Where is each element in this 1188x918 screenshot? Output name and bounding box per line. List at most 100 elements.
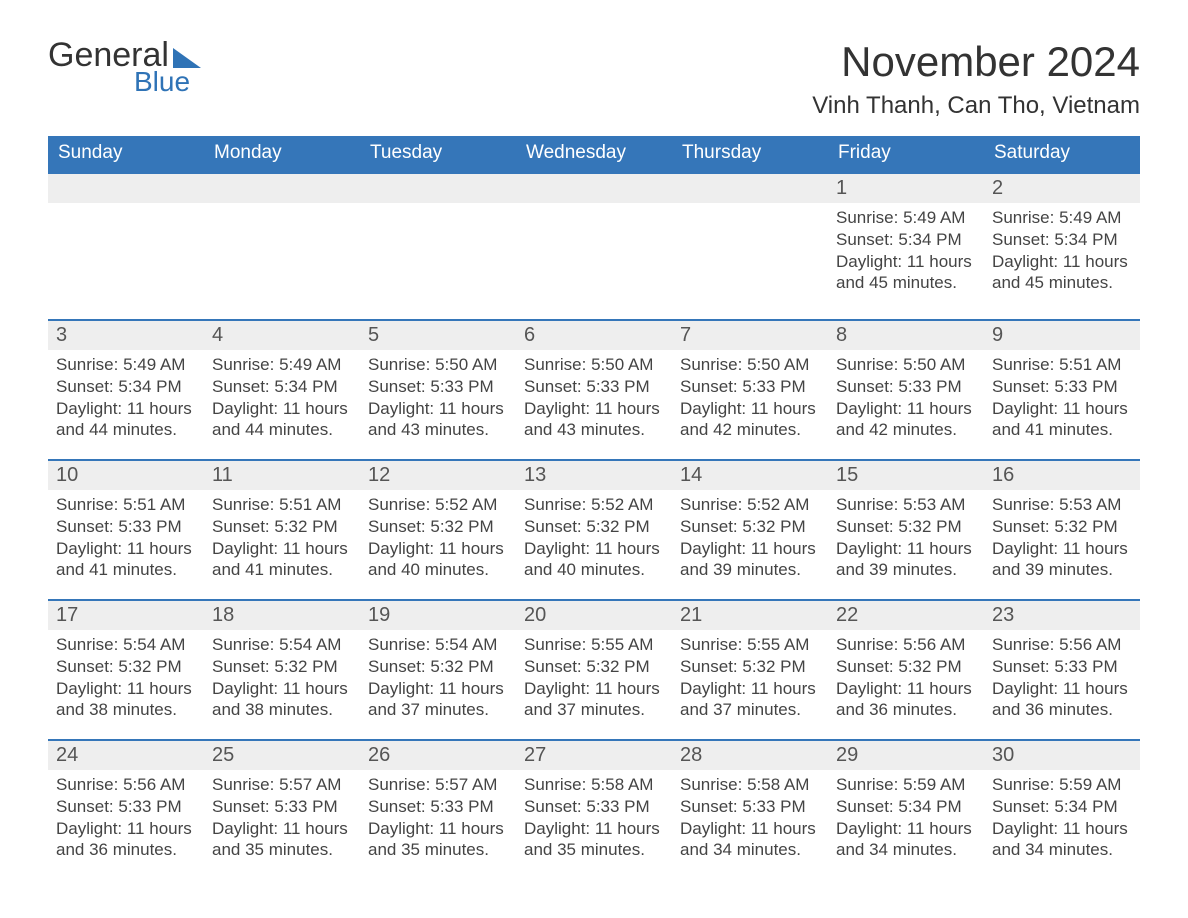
day-number-cell: 9 xyxy=(984,321,1140,350)
sunrise-line: Sunrise: 5:59 AM xyxy=(836,774,976,796)
day-number-cell: 18 xyxy=(204,601,360,630)
day-number-cell: 19 xyxy=(360,601,516,630)
day-number-cell: 13 xyxy=(516,461,672,490)
day-number-cell: 14 xyxy=(672,461,828,490)
daylight-line: Daylight: 11 hours and 35 minutes. xyxy=(524,818,664,862)
day-body-row: Sunrise: 5:49 AMSunset: 5:34 PMDaylight:… xyxy=(48,350,1140,459)
daylight-line: Daylight: 11 hours and 42 minutes. xyxy=(836,398,976,442)
day-body-cell: Sunrise: 5:52 AMSunset: 5:32 PMDaylight:… xyxy=(360,490,516,581)
sunrise-line: Sunrise: 5:51 AM xyxy=(56,494,196,516)
sunrise-line: Sunrise: 5:52 AM xyxy=(524,494,664,516)
sunrise-line: Sunrise: 5:49 AM xyxy=(992,207,1132,229)
day-number-cell xyxy=(48,174,204,203)
daylight-line: Daylight: 11 hours and 35 minutes. xyxy=(212,818,352,862)
daylight-line: Daylight: 11 hours and 43 minutes. xyxy=(524,398,664,442)
sunset-line: Sunset: 5:34 PM xyxy=(836,796,976,818)
daylight-line: Daylight: 11 hours and 44 minutes. xyxy=(56,398,196,442)
day-number-cell: 26 xyxy=(360,741,516,770)
daylight-line: Daylight: 11 hours and 35 minutes. xyxy=(368,818,508,862)
daylight-line: Daylight: 11 hours and 40 minutes. xyxy=(524,538,664,582)
sunset-line: Sunset: 5:32 PM xyxy=(368,656,508,678)
sunrise-line: Sunrise: 5:59 AM xyxy=(992,774,1132,796)
sunset-line: Sunset: 5:34 PM xyxy=(212,376,352,398)
day-body-cell: Sunrise: 5:59 AMSunset: 5:34 PMDaylight:… xyxy=(828,770,984,861)
day-body-cell: Sunrise: 5:51 AMSunset: 5:32 PMDaylight:… xyxy=(204,490,360,581)
daylight-line: Daylight: 11 hours and 41 minutes. xyxy=(992,398,1132,442)
day-body-cell: Sunrise: 5:49 AMSunset: 5:34 PMDaylight:… xyxy=(828,203,984,301)
weekday-header-cell: Monday xyxy=(204,136,360,172)
daylight-line: Daylight: 11 hours and 37 minutes. xyxy=(524,678,664,722)
daylight-line: Daylight: 11 hours and 38 minutes. xyxy=(212,678,352,722)
day-number-cell: 24 xyxy=(48,741,204,770)
day-body-cell: Sunrise: 5:49 AMSunset: 5:34 PMDaylight:… xyxy=(204,350,360,441)
daylight-line: Daylight: 11 hours and 42 minutes. xyxy=(680,398,820,442)
sunrise-line: Sunrise: 5:56 AM xyxy=(56,774,196,796)
sunset-line: Sunset: 5:32 PM xyxy=(212,516,352,538)
day-body-cell: Sunrise: 5:51 AMSunset: 5:33 PMDaylight:… xyxy=(48,490,204,581)
day-number-cell: 28 xyxy=(672,741,828,770)
sunrise-line: Sunrise: 5:56 AM xyxy=(836,634,976,656)
day-number-cell: 5 xyxy=(360,321,516,350)
day-number-row: 10111213141516 xyxy=(48,459,1140,490)
sunset-line: Sunset: 5:32 PM xyxy=(680,516,820,538)
daylight-line: Daylight: 11 hours and 38 minutes. xyxy=(56,678,196,722)
daylight-line: Daylight: 11 hours and 37 minutes. xyxy=(368,678,508,722)
day-number-cell: 29 xyxy=(828,741,984,770)
sunset-line: Sunset: 5:34 PM xyxy=(836,229,976,251)
sunrise-line: Sunrise: 5:55 AM xyxy=(680,634,820,656)
sunrise-line: Sunrise: 5:57 AM xyxy=(212,774,352,796)
daylight-line: Daylight: 11 hours and 34 minutes. xyxy=(680,818,820,862)
sunrise-line: Sunrise: 5:50 AM xyxy=(524,354,664,376)
logo-top: General xyxy=(48,38,201,72)
sunrise-line: Sunrise: 5:49 AM xyxy=(212,354,352,376)
sunset-line: Sunset: 5:33 PM xyxy=(368,796,508,818)
sunrise-line: Sunrise: 5:52 AM xyxy=(368,494,508,516)
logo-word-2: Blue xyxy=(134,68,201,96)
day-number-cell xyxy=(672,174,828,203)
weekday-header-cell: Thursday xyxy=(672,136,828,172)
sunset-line: Sunset: 5:32 PM xyxy=(680,656,820,678)
sunrise-line: Sunrise: 5:50 AM xyxy=(680,354,820,376)
sunset-line: Sunset: 5:33 PM xyxy=(836,376,976,398)
day-body-cell: Sunrise: 5:53 AMSunset: 5:32 PMDaylight:… xyxy=(828,490,984,581)
day-number-cell: 22 xyxy=(828,601,984,630)
sunrise-line: Sunrise: 5:53 AM xyxy=(992,494,1132,516)
sunset-line: Sunset: 5:33 PM xyxy=(680,376,820,398)
sunset-line: Sunset: 5:33 PM xyxy=(524,796,664,818)
logo: General Blue xyxy=(48,38,201,96)
sunset-line: Sunset: 5:33 PM xyxy=(56,516,196,538)
day-number-row: 24252627282930 xyxy=(48,739,1140,770)
sunrise-line: Sunrise: 5:54 AM xyxy=(212,634,352,656)
daylight-line: Daylight: 11 hours and 36 minutes. xyxy=(836,678,976,722)
day-number-cell xyxy=(360,174,516,203)
weekday-header-row: SundayMondayTuesdayWednesdayThursdayFrid… xyxy=(48,136,1140,172)
day-number-cell: 23 xyxy=(984,601,1140,630)
day-body-cell: Sunrise: 5:56 AMSunset: 5:33 PMDaylight:… xyxy=(984,630,1140,721)
day-body-cell: Sunrise: 5:55 AMSunset: 5:32 PMDaylight:… xyxy=(672,630,828,721)
day-number-cell: 25 xyxy=(204,741,360,770)
sunrise-line: Sunrise: 5:52 AM xyxy=(680,494,820,516)
day-number-cell xyxy=(204,174,360,203)
title-block: November 2024 Vinh Thanh, Can Tho, Vietn… xyxy=(812,38,1140,120)
weekday-header-cell: Friday xyxy=(828,136,984,172)
sunset-line: Sunset: 5:33 PM xyxy=(56,796,196,818)
daylight-line: Daylight: 11 hours and 39 minutes. xyxy=(680,538,820,582)
daylight-line: Daylight: 11 hours and 43 minutes. xyxy=(368,398,508,442)
day-body-cell: Sunrise: 5:52 AMSunset: 5:32 PMDaylight:… xyxy=(516,490,672,581)
daylight-line: Daylight: 11 hours and 45 minutes. xyxy=(836,251,976,295)
day-body-cell: Sunrise: 5:51 AMSunset: 5:33 PMDaylight:… xyxy=(984,350,1140,441)
day-body-cell: Sunrise: 5:50 AMSunset: 5:33 PMDaylight:… xyxy=(672,350,828,441)
daylight-line: Daylight: 11 hours and 37 minutes. xyxy=(680,678,820,722)
sunset-line: Sunset: 5:34 PM xyxy=(992,229,1132,251)
calendar: SundayMondayTuesdayWednesdayThursdayFrid… xyxy=(48,136,1140,879)
day-body-cell xyxy=(516,203,672,301)
header: General Blue November 2024 Vinh Thanh, C… xyxy=(48,38,1140,120)
day-number-cell: 2 xyxy=(984,174,1140,203)
sunrise-line: Sunrise: 5:54 AM xyxy=(368,634,508,656)
day-body-cell: Sunrise: 5:54 AMSunset: 5:32 PMDaylight:… xyxy=(48,630,204,721)
daylight-line: Daylight: 11 hours and 41 minutes. xyxy=(212,538,352,582)
daylight-line: Daylight: 11 hours and 41 minutes. xyxy=(56,538,196,582)
day-number-cell: 17 xyxy=(48,601,204,630)
day-body-cell: Sunrise: 5:58 AMSunset: 5:33 PMDaylight:… xyxy=(672,770,828,861)
sunrise-line: Sunrise: 5:49 AM xyxy=(56,354,196,376)
